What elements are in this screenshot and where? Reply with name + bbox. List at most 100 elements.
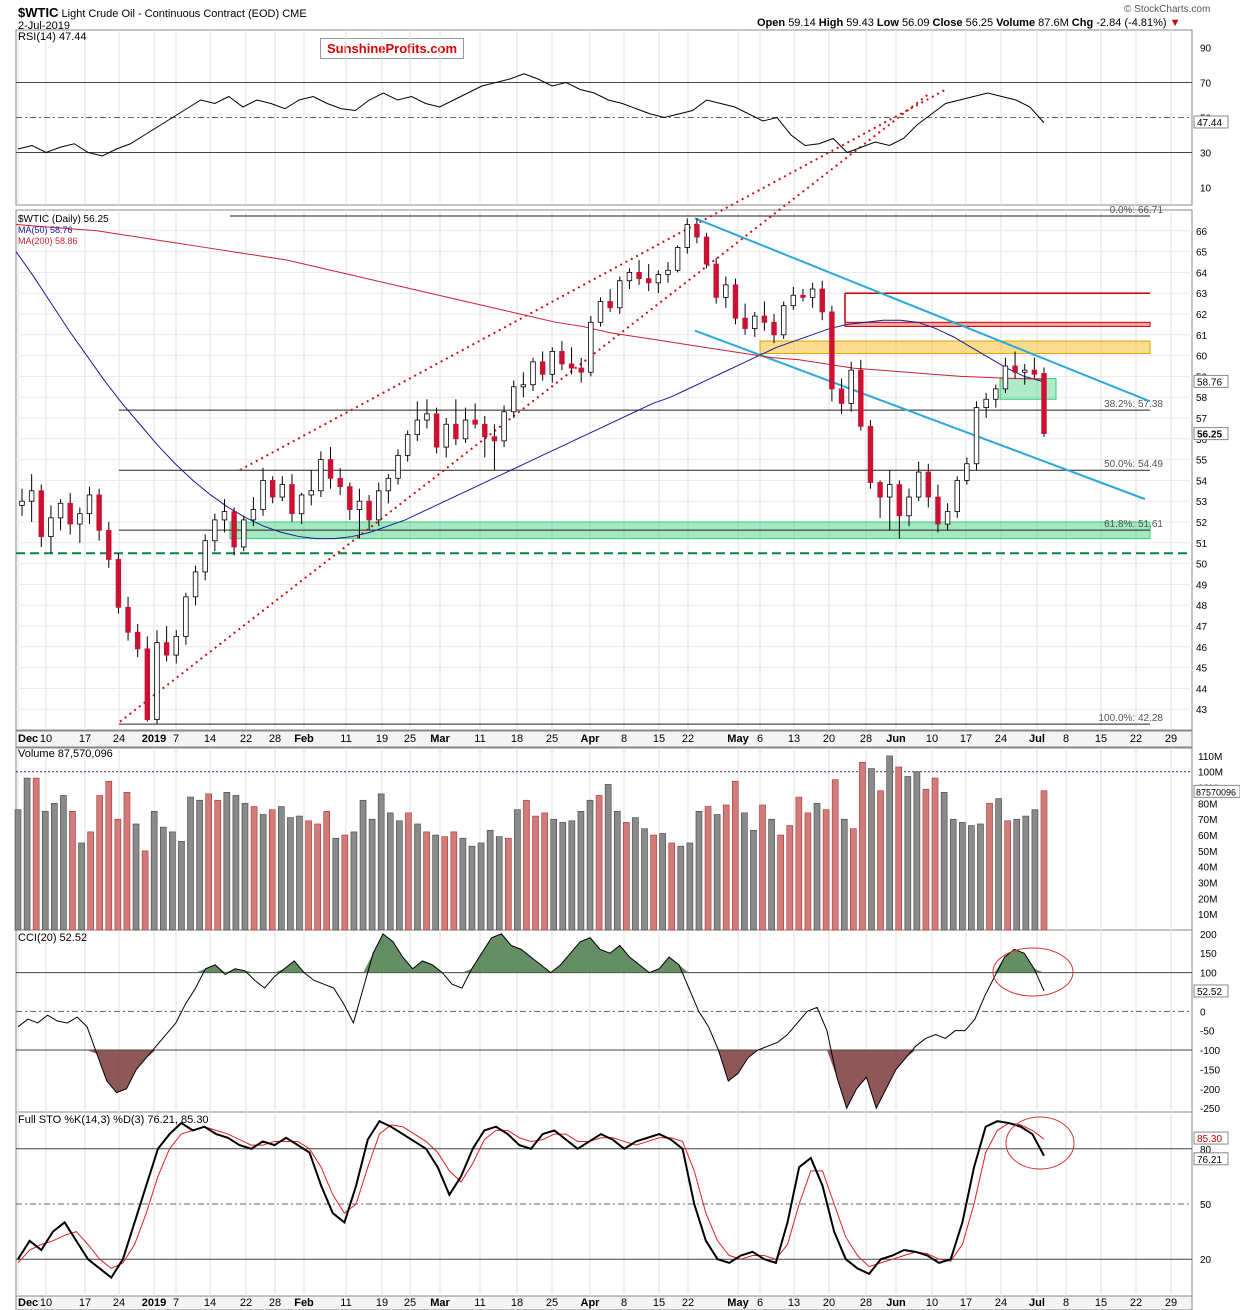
y-tick-label: 58 (1196, 393, 1208, 404)
volume-label: Volume (996, 17, 1036, 29)
volume-bar (731, 780, 739, 931)
candle-body (250, 509, 257, 521)
volume-bar (977, 823, 984, 931)
volume-bar (931, 777, 939, 931)
x-tick-label: May (727, 733, 749, 745)
gap-zone (999, 377, 1057, 400)
volume-tick: 10M (1198, 910, 1217, 921)
volume-bar (341, 834, 349, 931)
sto-badge-d-text: 85.30 (1197, 1134, 1222, 1145)
candle-body (269, 479, 276, 498)
volume-bar (432, 834, 439, 931)
price-badge-ma (1193, 374, 1229, 388)
x-tick-label: 8 (1063, 733, 1069, 745)
volume-bar (550, 818, 557, 931)
x-tick-label: 17 (79, 1297, 91, 1309)
rsi-badge (1193, 115, 1229, 129)
volume-bar (722, 804, 730, 931)
x-tick-label: 6 (757, 1297, 763, 1309)
candle-body (867, 425, 874, 483)
cci-tick: -250 (1200, 1104, 1220, 1115)
volume-bar (586, 799, 594, 931)
price-title: $WTIC (Daily) 56.25 (18, 214, 109, 225)
cci-tick: -100 (1200, 1046, 1220, 1057)
volume-bar (523, 799, 530, 931)
sto-k-line (17, 1119, 1045, 1280)
x-tick-label: 24 (995, 1297, 1007, 1309)
volume-bar (486, 829, 494, 931)
volume-bar (396, 820, 403, 931)
candle-body (67, 502, 73, 525)
rsi-tick: 10 (1200, 184, 1212, 195)
candle-body (115, 559, 122, 608)
candle-body (723, 284, 729, 298)
sto-d-line (17, 1122, 1045, 1269)
volume-title: Volume 87,570,096 (18, 748, 113, 760)
candle-body (1031, 369, 1038, 375)
volume-bar (196, 799, 203, 931)
volume-bar (477, 842, 485, 931)
x-tick-label: 15 (1095, 1297, 1107, 1309)
volume-bar (686, 842, 694, 931)
volume-bar (741, 812, 748, 931)
volume-bar (96, 795, 104, 931)
candle-body (915, 471, 922, 498)
candle-body (173, 636, 179, 656)
rsi-tick: 30 (1200, 149, 1212, 160)
x-tick-label: 8 (1063, 1297, 1069, 1309)
volume-bar (268, 809, 276, 931)
candle-body (511, 386, 517, 413)
cci-tick: 200 (1200, 930, 1217, 941)
candle-body (347, 486, 353, 510)
volume-bar (1004, 820, 1011, 931)
x-tick-label: 10 (40, 733, 52, 745)
sto-title: Full STO %K(14,3) %D(3) 76.21, 85.30 (18, 1114, 209, 1126)
candle-body (626, 271, 633, 282)
candle-body (973, 407, 980, 465)
x-tick-label: 18 (511, 733, 523, 745)
candle-body (800, 294, 806, 298)
candle-body (607, 301, 613, 309)
volume-bar (577, 811, 585, 931)
volume-bar (1040, 790, 1048, 931)
date: 2-Jul-2019 (18, 20, 70, 32)
y-tick-label: 63 (1196, 289, 1208, 300)
candle-body (944, 511, 951, 525)
candle-body (202, 540, 208, 573)
volume-bar (514, 809, 521, 931)
open-value: 59.14 (788, 17, 816, 29)
y-tick-label: 57 (1196, 414, 1208, 425)
volume-bar (913, 771, 921, 931)
x-tick-label: May (727, 1297, 749, 1309)
volume-bar (641, 828, 648, 931)
volume-badge (1193, 784, 1240, 798)
resistance-zone-red (844, 321, 1151, 327)
candle-body (530, 361, 536, 386)
y-tick-label: 56 (1196, 435, 1208, 446)
candle-body (935, 496, 941, 525)
x-tick-label: Jul (1029, 1297, 1045, 1309)
price-badge-ma-text: 58.76 (1197, 377, 1222, 388)
x-tick-label: 24 (995, 733, 1007, 745)
y-tick-label: 55 (1196, 456, 1208, 467)
low-value: 56.09 (901, 17, 930, 29)
candle-body (752, 315, 758, 329)
candle-body (260, 479, 266, 510)
close-value: 56.25 (965, 17, 994, 29)
volume-bar (750, 829, 757, 931)
candle-body (578, 367, 584, 373)
volume-bar (713, 814, 721, 931)
volume-bar (114, 818, 122, 931)
candle-body (241, 519, 247, 548)
chg-value: -2.84 (-4.81%) (1096, 17, 1167, 29)
y-tick-label: 65 (1196, 248, 1208, 259)
candle-body (231, 511, 237, 548)
cci-line (17, 933, 1045, 1110)
candle-body (819, 288, 825, 313)
volume-bar (568, 820, 576, 931)
candle-body (674, 247, 681, 271)
candle-body (472, 419, 478, 425)
volume-bar (1013, 818, 1021, 931)
cci-overbought-fill (18, 933, 1044, 973)
candle-body (86, 494, 93, 515)
